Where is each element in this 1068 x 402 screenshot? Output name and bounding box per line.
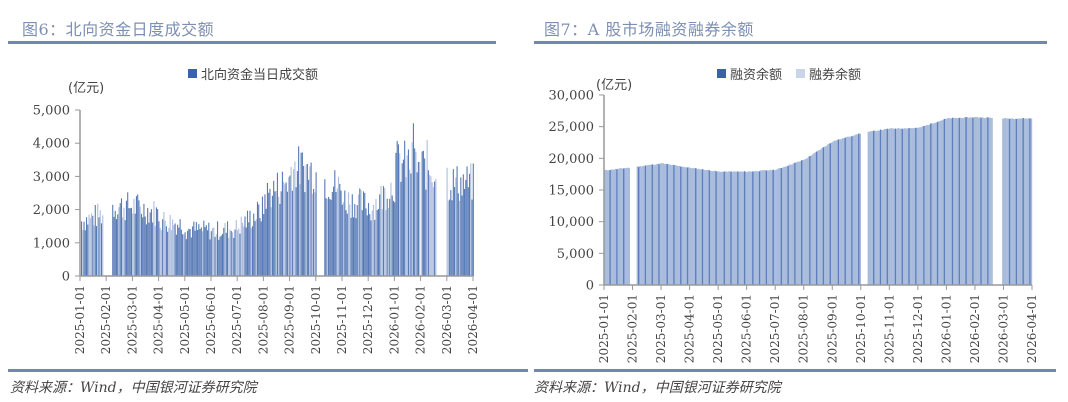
x-tick-label: 2025-09-01 [283, 285, 297, 354]
x-tick-label: 2025-12-01 [361, 285, 375, 354]
title-rule [8, 41, 496, 44]
y-tick-label: 25,000 [549, 120, 595, 135]
source-note: 资料来源：Wind，中国银河证券研究院 [534, 380, 781, 396]
legend-swatch-icon [717, 69, 726, 78]
legend-item-securities-lending: 融券余额 [796, 64, 861, 83]
x-tick-label: 2025-08-01 [797, 294, 811, 363]
y-tick-label: 15,000 [549, 184, 595, 199]
y-tick-label: 10,000 [549, 215, 595, 230]
legend-swatch-icon [796, 69, 806, 78]
x-tick-label: 2025-09-01 [825, 294, 839, 363]
legend-item-margin-financing: 融资余额 [717, 64, 782, 83]
x-tick-label: 2025-05-01 [711, 294, 725, 363]
chart-legend: 北向资金当日成交额 [188, 64, 318, 83]
x-tick-label: 2025-06-01 [204, 285, 218, 354]
x-tick-label: 2025-04-01 [683, 294, 697, 363]
title-rule [534, 41, 1047, 44]
x-tick-label: 2026-03-01 [996, 294, 1010, 363]
x-tick-label: 2026-01-01 [939, 294, 953, 363]
y-tick-label: 5,000 [33, 104, 70, 119]
x-tick-label: 2026-02-01 [968, 294, 982, 363]
y-tick-label: 2,000 [33, 203, 70, 218]
y-tick-label: 0 [62, 270, 70, 285]
legend-label: 融券余额 [809, 68, 862, 83]
x-tick-label: 2025-11-01 [882, 294, 896, 363]
x-tick-label: 2026-03-01 [440, 285, 454, 354]
x-tick-label: 2025-08-01 [256, 285, 270, 354]
y-axis-unit: (亿元) [596, 78, 633, 93]
figure-6-title: 图6：北向资金日度成交额 [22, 20, 215, 39]
x-tick-label: 2025-02-01 [626, 294, 640, 363]
x-tick-label: 2026-02-01 [414, 285, 428, 354]
x-tick-label: 2025-05-01 [178, 285, 192, 354]
y-tick-label: 5,000 [557, 247, 594, 262]
legend-swatch-icon [188, 69, 197, 78]
bar-series [81, 123, 474, 276]
figure-7-panel: 图7：A 股市场融资融券余额 (亿元) 融资余额 融券余额 0 5,000 10,0… [534, 0, 1068, 402]
x-tick-label: 2025-11-01 [335, 285, 349, 354]
axes: 0 1,000 2,000 3,000 4,000 5,000 2025-01-01 2025… [33, 104, 480, 355]
x-tick-label: 2025-01-01 [73, 285, 87, 354]
x-tick-label: 2025-03-01 [125, 285, 139, 354]
bar-series [604, 116, 1033, 286]
x-tick-label: 2026-04-01 [1025, 294, 1039, 363]
x-tick-label: 2025-12-01 [911, 294, 925, 363]
y-tick-label: 4,000 [33, 137, 70, 152]
chart-legend: 融资余额 融券余额 [717, 64, 861, 83]
figure-7-title: 图7：A 股市场融资融券余额 [544, 20, 754, 39]
axes: 0 5,000 10,000 15,000 20,000 25,000 30,000 2025… [549, 89, 1040, 364]
legend-label: 北向资金当日成交额 [201, 68, 319, 83]
x-tick-label: 2026-04-01 [466, 285, 480, 354]
x-tick-label: 2025-07-01 [230, 285, 244, 354]
footer-rule [534, 369, 1056, 372]
y-tick-label: 1,000 [33, 236, 70, 251]
x-tick-label: 2025-01-01 [597, 294, 611, 363]
footer-rule [8, 369, 528, 372]
x-tick-label: 2025-03-01 [654, 294, 668, 363]
source-note: 资料来源：Wind，中国银河证券研究院 [10, 380, 257, 396]
x-tick-label: 2025-07-01 [768, 294, 782, 363]
x-tick-label: 2025-10-01 [309, 285, 323, 354]
x-tick-label: 2025-10-01 [854, 294, 868, 363]
margin-balance-chart: 0 5,000 10,000 15,000 20,000 25,000 30,000 2025… [549, 89, 1040, 364]
x-tick-label: 2026-01-01 [387, 285, 401, 354]
legend-item-northbound: 北向资金当日成交额 [188, 64, 318, 83]
y-tick-label: 30,000 [549, 89, 595, 104]
x-tick-label: 2025-06-01 [740, 294, 754, 363]
northbound-turnover-chart: 0 1,000 2,000 3,000 4,000 5,000 2025-01-01 2025… [33, 104, 480, 355]
y-tick-label: 3,000 [33, 170, 70, 185]
x-tick-label: 2025-04-01 [152, 285, 166, 354]
legend-label: 融资余额 [730, 68, 783, 83]
y-axis-unit: (亿元) [68, 81, 105, 96]
x-tick-label: 2025-02-01 [99, 285, 113, 354]
y-tick-label: 20,000 [549, 152, 595, 167]
y-tick-label: 0 [586, 279, 594, 294]
figure-6-panel: 图6：北向资金日度成交额 (亿元) 北向资金当日成交额 0 1,000 2,000 3… [8, 20, 528, 396]
